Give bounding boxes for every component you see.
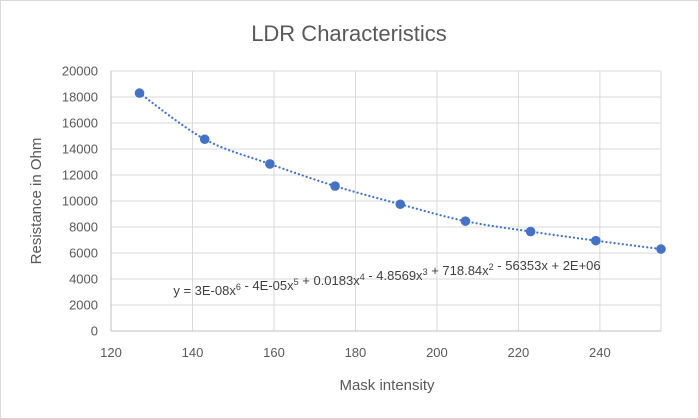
y-tick-label: 18000	[62, 90, 98, 105]
data-point	[591, 235, 601, 246]
data-point	[525, 226, 536, 237]
data-point	[199, 134, 210, 145]
x-tick-label: 220	[508, 345, 530, 360]
y-tick-label: 4000	[69, 272, 98, 287]
trendline-equation: y = 3E-08x6 - 4E-05x5 + 0.0183x4 - 4.856…	[173, 258, 600, 298]
data-point	[656, 244, 666, 254]
y-tick-label: 10000	[62, 194, 98, 209]
x-tick-label: 240	[589, 345, 611, 360]
y-tick-label: 16000	[62, 116, 98, 131]
data-points	[134, 88, 666, 254]
y-tick-label: 0	[91, 324, 98, 339]
chart-title: LDR Characteristics	[251, 21, 447, 46]
x-tick-label: 160	[263, 345, 285, 360]
data-point	[330, 181, 340, 191]
y-tick-label: 12000	[62, 168, 98, 183]
y-tick-label: 14000	[62, 142, 98, 157]
gridlines	[111, 70, 662, 331]
axes: 0 2000 4000 6000 8000 10000 12000 14000 16000 180…	[62, 64, 661, 360]
data-point	[265, 159, 275, 169]
y-tick-label: 8000	[69, 220, 98, 235]
x-tick-label: 200	[426, 345, 448, 360]
y-tick-label: 2000	[69, 298, 98, 313]
data-point	[395, 199, 406, 210]
x-tick-label: 180	[345, 345, 367, 360]
x-tick-label: 120	[100, 345, 122, 360]
x-axis-title: Mask intensity	[339, 377, 435, 394]
x-tick-label: 140	[182, 345, 204, 360]
y-tick-label: 20000	[62, 64, 98, 79]
data-point	[460, 216, 471, 226]
y-axis-title: Resistance in Ohm	[28, 138, 45, 265]
data-point	[134, 88, 145, 98]
y-tick-label: 6000	[69, 246, 98, 261]
